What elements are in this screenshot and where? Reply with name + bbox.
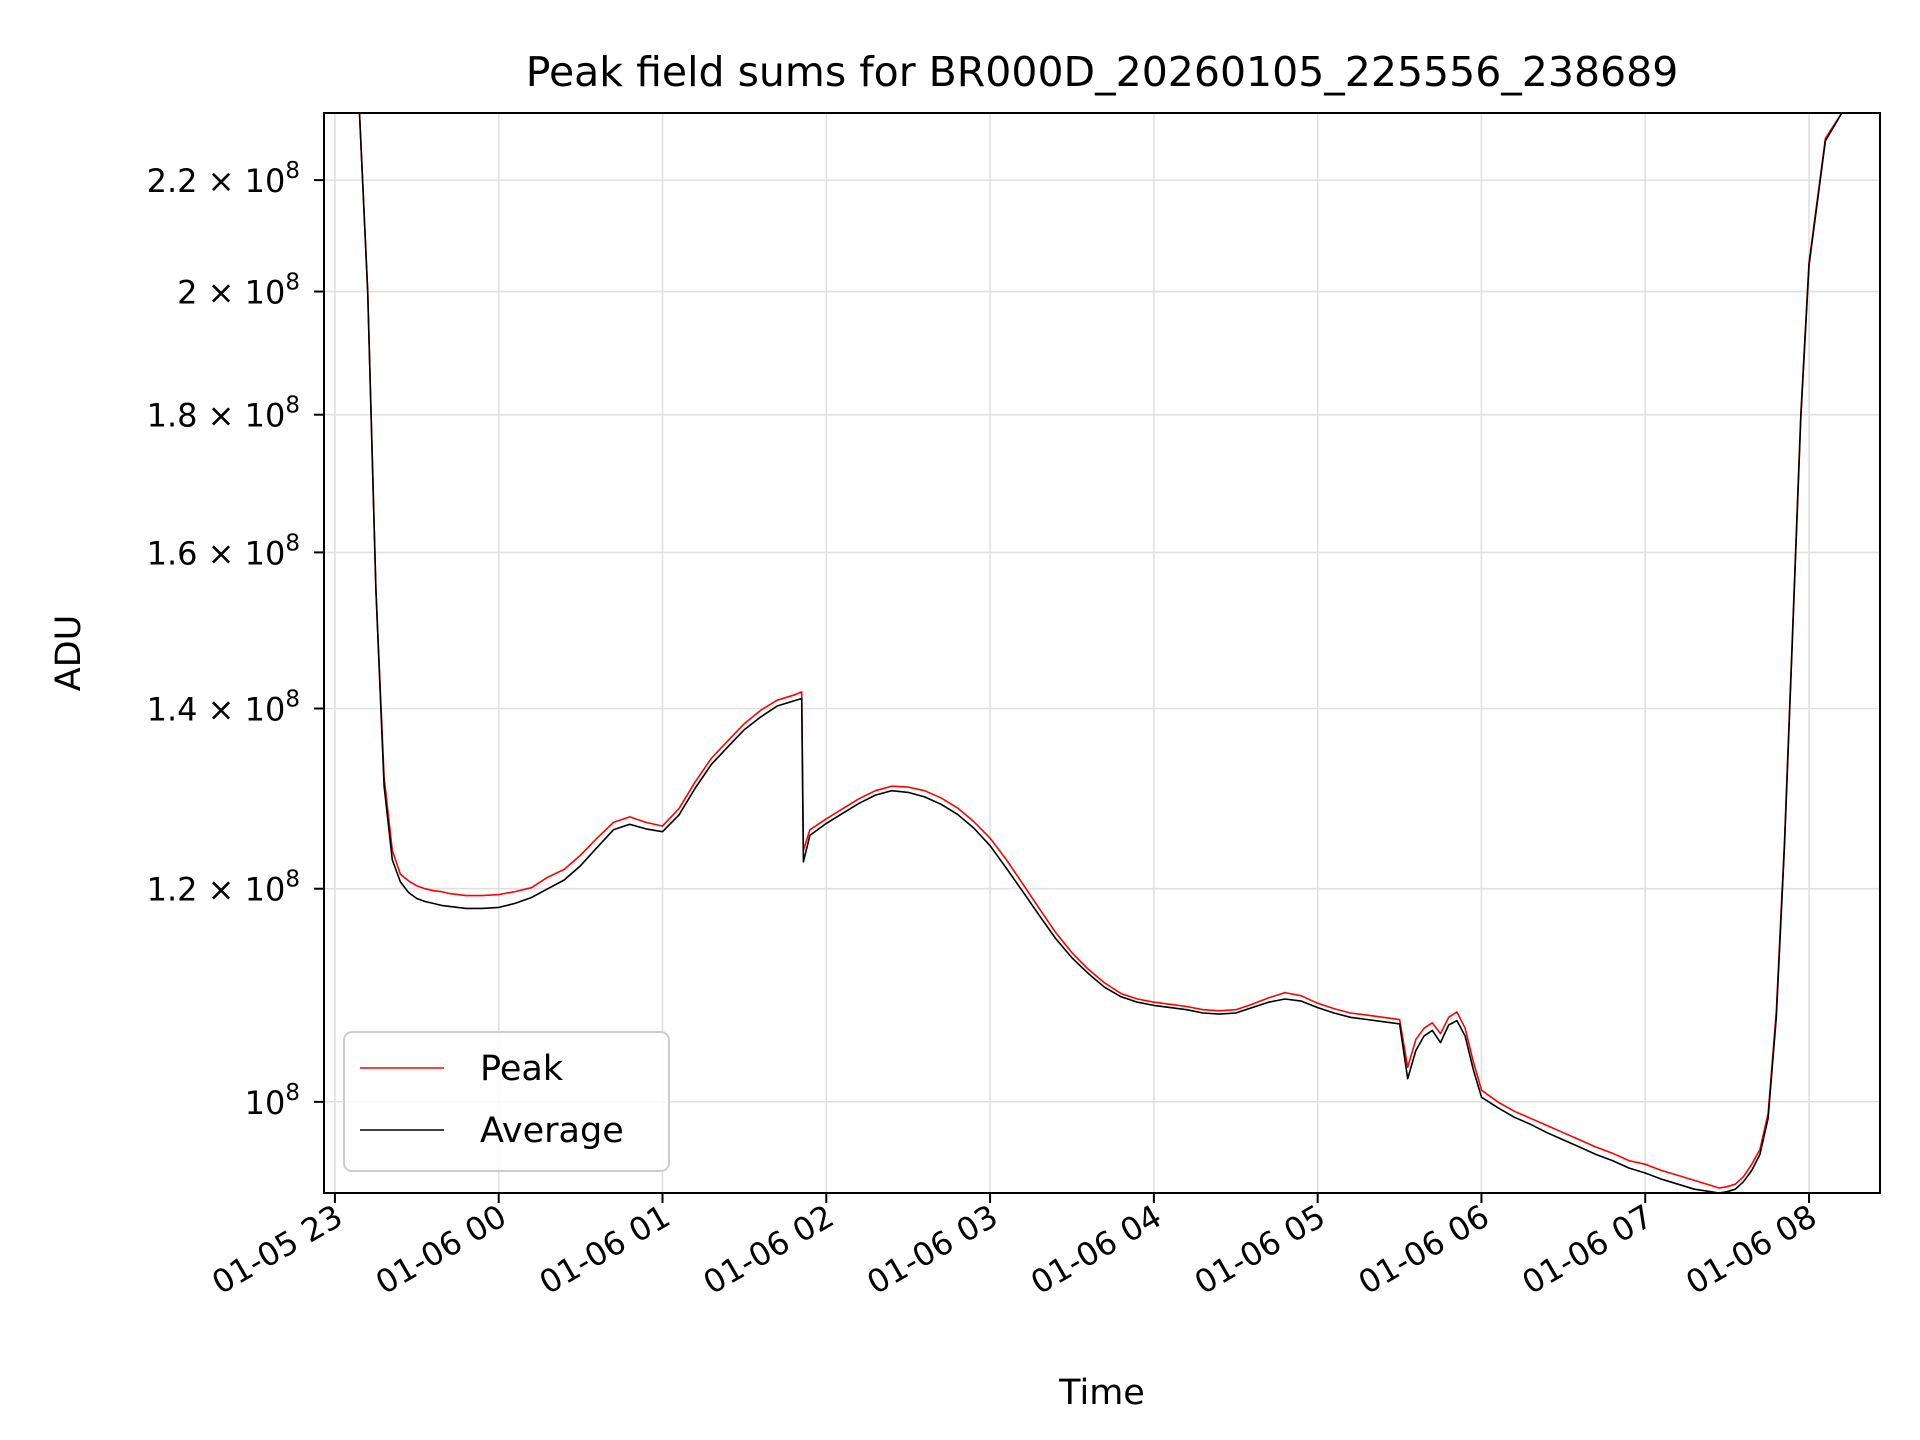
grid (324, 113, 1880, 1193)
x-axis-label: Time (1058, 1373, 1145, 1413)
y-tick-label: 1.6 × 108 (147, 530, 300, 572)
y-tick-label: 1.8 × 108 (147, 393, 300, 435)
y-tick-label: 1.4 × 108 (147, 687, 300, 729)
series-line-average (325, 112, 1880, 1194)
y-tick-label: 2 × 108 (177, 270, 300, 312)
chart-title: Peak field sums for BR000D_20260105_2255… (526, 48, 1679, 96)
legend-label-average: Average (480, 1111, 624, 1151)
y-axis: 108 1.2 × 108 1.4 × 108 1.6 × 108 1.8 × 108 2… (147, 158, 324, 1122)
series-layer (325, 112, 1880, 1194)
y-tick-label: 2.2 × 108 (147, 158, 300, 200)
series-line-peak (325, 112, 1880, 1189)
legend: Peak Average (343, 1031, 670, 1172)
y-tick-label: 1.2 × 108 (147, 867, 300, 909)
y-tick-label: 108 (245, 1080, 300, 1122)
y-axis-label: ADU (49, 615, 89, 692)
legend-label-peak: Peak (480, 1049, 564, 1089)
plot-frame (323, 112, 1881, 1194)
legend-frame (343, 1031, 670, 1172)
